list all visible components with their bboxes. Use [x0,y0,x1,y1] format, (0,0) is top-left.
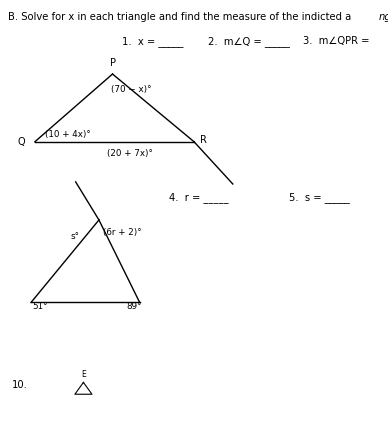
Text: 4.  r = _____: 4. r = _____ [169,192,228,203]
Text: 10.: 10. [12,380,28,390]
Text: 5.  s = _____: 5. s = _____ [289,192,350,203]
Text: E: E [81,370,86,379]
Text: s°: s° [71,232,80,241]
Text: B. Solve for x in each triangle and find the measure of the indicted a: B. Solve for x in each triangle and find… [8,12,351,22]
Text: (10 + 4x)°: (10 + 4x)° [45,130,90,139]
Text: 3.  m∠QPR =: 3. m∠QPR = [303,36,369,46]
Text: ng: ng [378,12,388,22]
Text: P: P [109,58,116,68]
Text: 51°: 51° [32,302,47,311]
Text: (20 + 7x)°: (20 + 7x)° [107,149,152,158]
Text: 1.  x = _____: 1. x = _____ [122,36,184,47]
Text: 2.  m∠Q = _____: 2. m∠Q = _____ [208,36,289,47]
Text: (70 − x)°: (70 − x)° [111,85,151,93]
Text: 89°: 89° [126,302,142,311]
Text: R: R [200,135,207,146]
Text: Q: Q [17,137,25,147]
Text: (6r + 2)°: (6r + 2)° [103,228,142,236]
